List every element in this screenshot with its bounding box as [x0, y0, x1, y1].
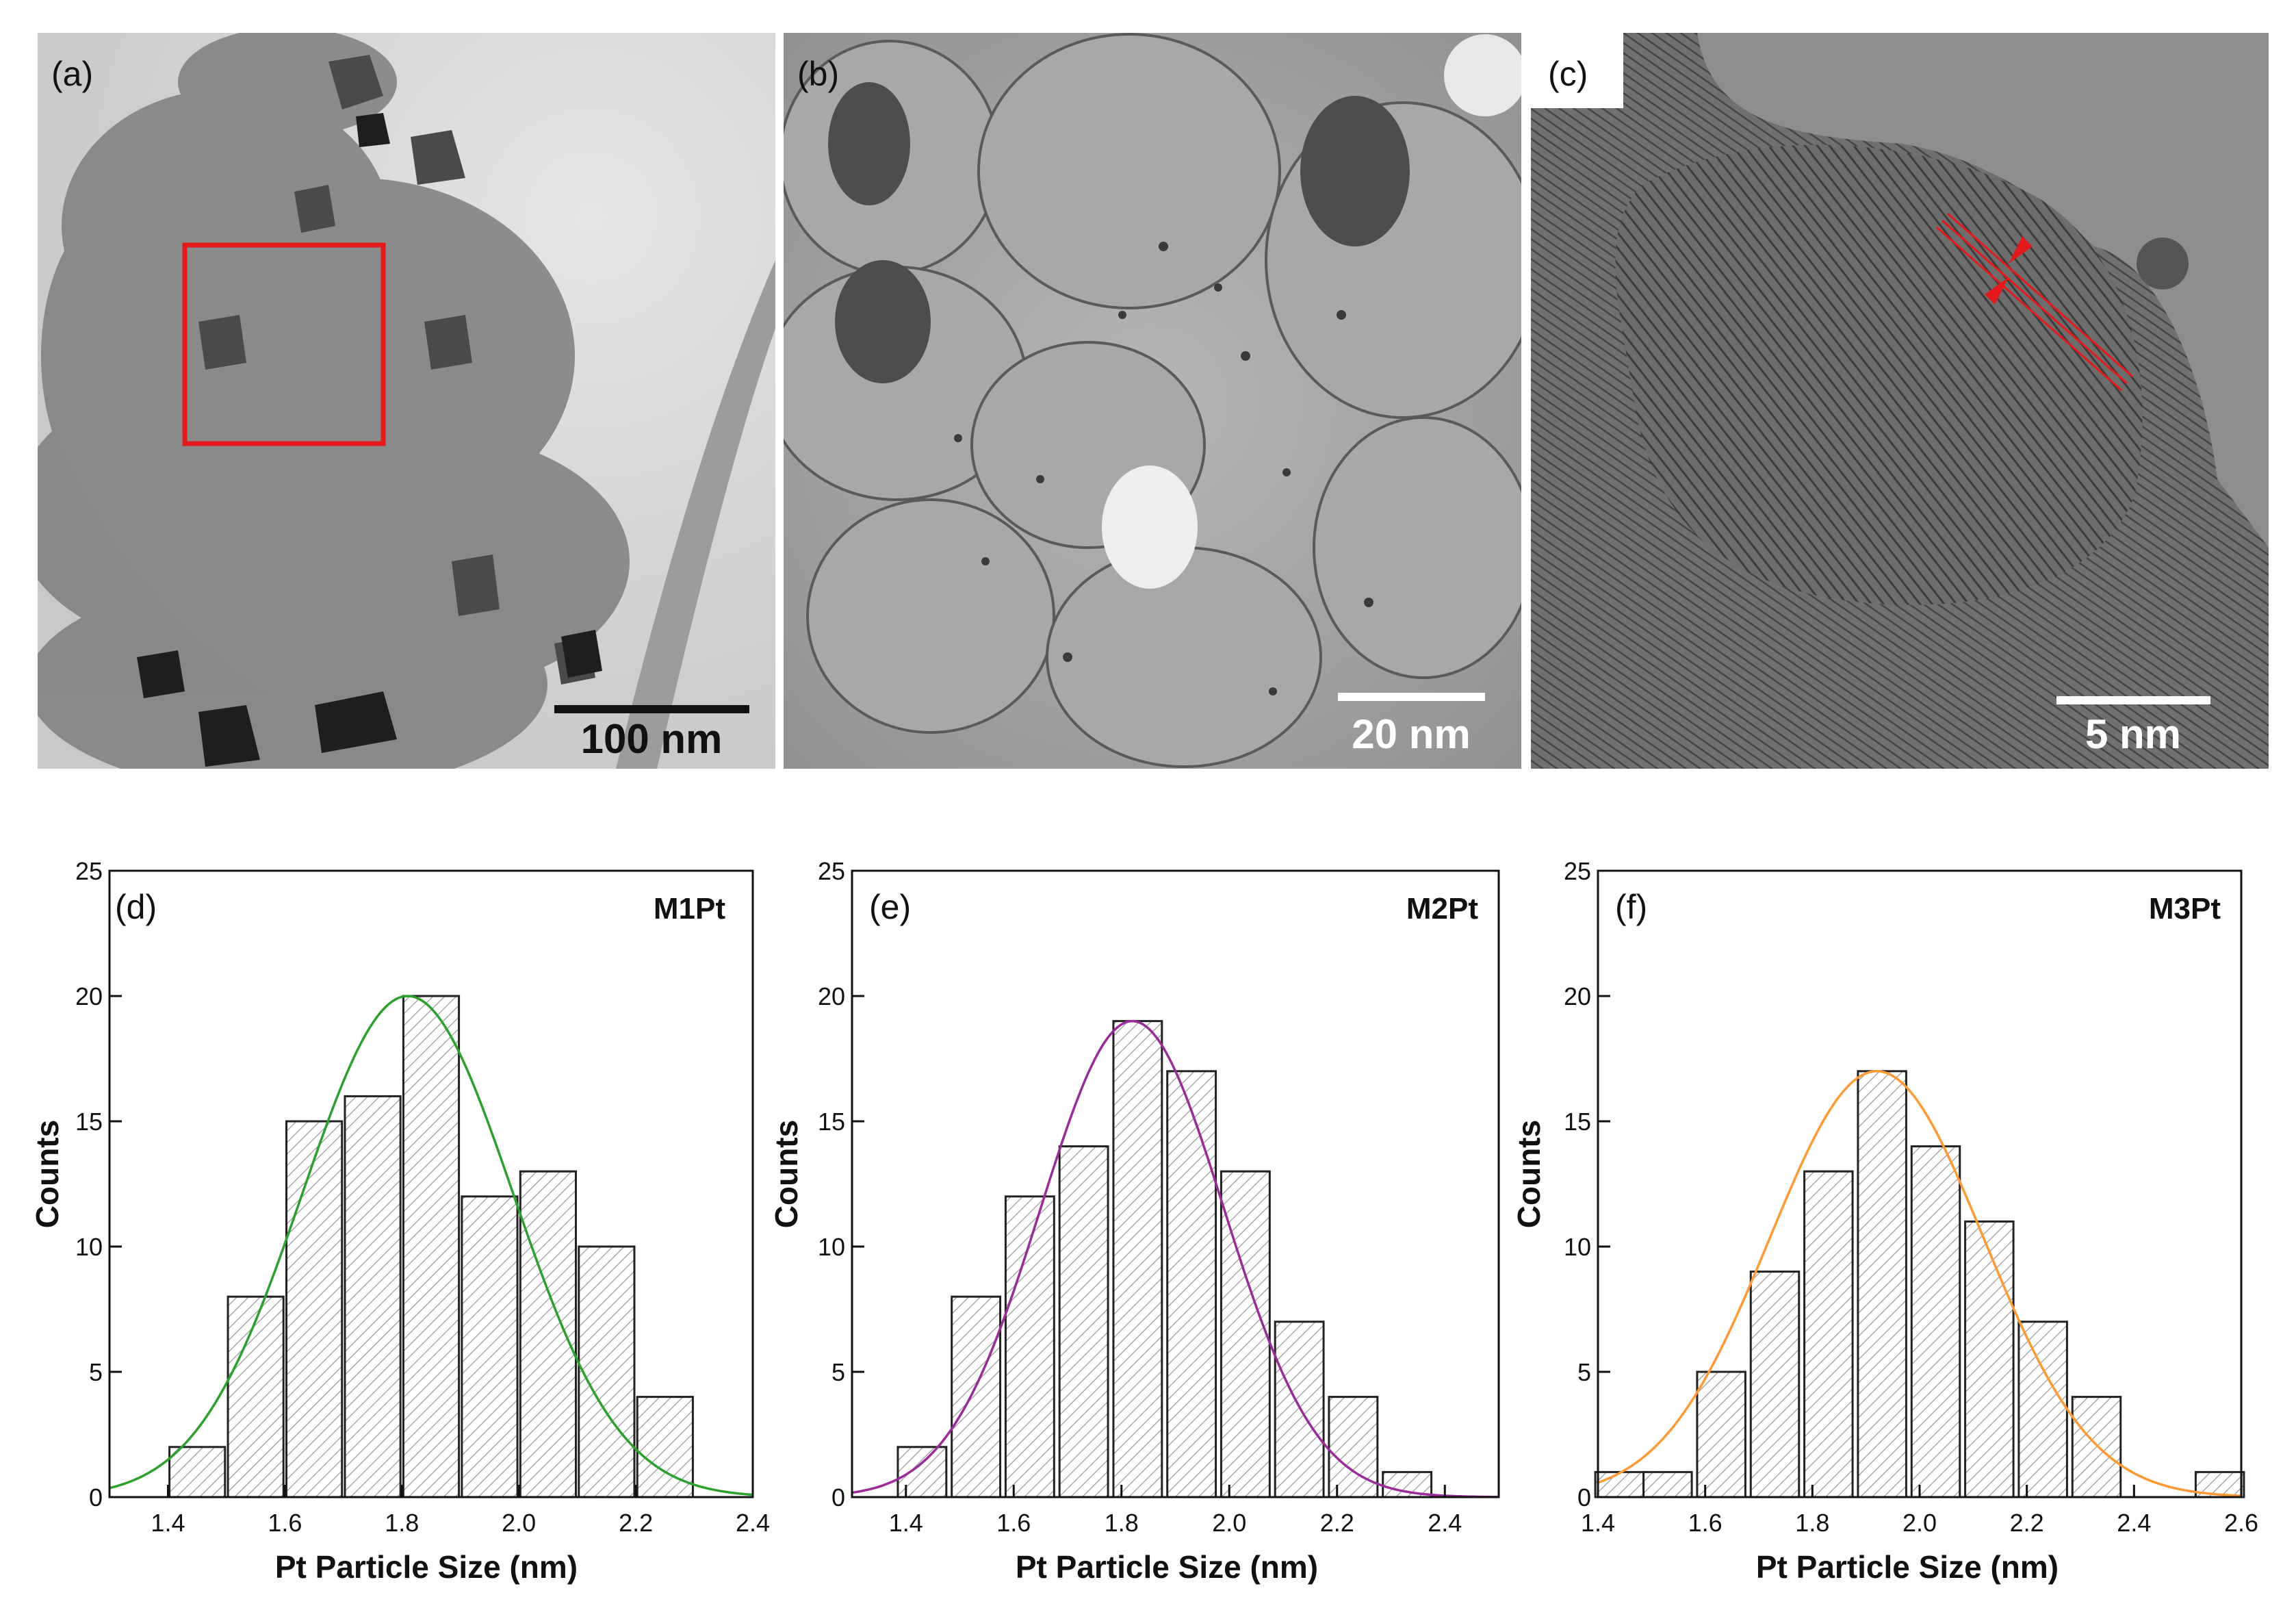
zoom-region-box	[182, 242, 386, 446]
histogram-d: (d) M1Pt Pt Particle Size (nm) Counts 0 5…	[29, 857, 770, 1585]
x-tick-label: 1.4	[151, 1509, 185, 1537]
x-tick-label: 1.6	[268, 1509, 302, 1537]
x-axis-title: Pt Particle Size (nm)	[1756, 1549, 2059, 1585]
x-tick-label: 1.8	[1105, 1509, 1139, 1537]
y-tick-label: 15	[1564, 1108, 1591, 1136]
histogram-bar	[168, 1446, 227, 1498]
tem-image-a	[38, 33, 775, 769]
y-tick-label: 10	[75, 1233, 103, 1261]
x-tick-label: 1.6	[996, 1509, 1031, 1537]
x-tick-label: 2.2	[619, 1509, 653, 1537]
plot-frame	[851, 869, 1500, 1498]
y-axis-title: Counts	[769, 1120, 804, 1228]
y-tick-label: 0	[831, 1483, 845, 1511]
y-axis-title: Counts	[1511, 1120, 1547, 1228]
tem-image-b	[784, 33, 1521, 769]
histogram-f: (f) M3Pt Pt Particle Size (nm) Counts 0 5…	[1511, 857, 2258, 1585]
y-tick-label: 5	[89, 1358, 103, 1386]
histogram-bar	[227, 1295, 285, 1498]
y-tick-label: 0	[89, 1483, 103, 1511]
scale-bar-label-c: 5 nm	[2085, 711, 2181, 757]
x-tick-label: 1.8	[385, 1509, 419, 1537]
y-tick-label: 20	[75, 982, 103, 1010]
histogram-bar	[1594, 1470, 1645, 1498]
histogram-bar	[578, 1245, 636, 1498]
gaussian-fit-curve	[851, 1019, 1499, 1498]
x-tick-label: 2.4	[1428, 1509, 1462, 1537]
hist-panel-label: (d)	[115, 888, 157, 926]
histogram-bar	[519, 1170, 577, 1498]
histogram-bar	[1696, 1370, 1746, 1498]
panel-label-bg-c	[1531, 33, 1623, 108]
x-axis-title: Pt Particle Size (nm)	[275, 1549, 578, 1585]
histogram-e: (e) M2Pt Pt Particle Size (nm) Counts 0 5…	[769, 857, 1500, 1585]
hist-panel-label: (f)	[1615, 888, 1647, 926]
x-tick-label: 2.0	[1902, 1509, 1937, 1537]
x-tick-label: 2.6	[2224, 1509, 2258, 1537]
y-tick-label: 10	[818, 1233, 845, 1261]
x-tick-label: 1.4	[889, 1509, 923, 1537]
sample-label: M1Pt	[654, 892, 725, 926]
x-tick-label: 2.4	[736, 1509, 770, 1537]
histogram-bar	[2017, 1320, 2068, 1498]
histogram-bar	[402, 995, 461, 1498]
gaussian-fit-curve	[109, 995, 753, 1496]
sample-label: M3Pt	[2149, 892, 2221, 926]
histogram-bar	[1058, 1145, 1109, 1498]
x-tick-label: 1.6	[1688, 1509, 1723, 1537]
y-tick-label: 15	[75, 1108, 103, 1136]
scale-bar-label-b: 20 nm	[1352, 711, 1470, 757]
x-tick-label: 2.2	[1320, 1509, 1354, 1537]
plot-frame	[108, 869, 754, 1498]
y-tick-label: 5	[831, 1358, 845, 1386]
histogram-bar	[1749, 1271, 1801, 1498]
y-tick-label: 25	[818, 857, 845, 885]
histogram-bar	[1803, 1170, 1854, 1498]
y-tick-label: 0	[1577, 1483, 1591, 1511]
gaussian-fit-curve	[1597, 1070, 2242, 1497]
y-axis-title: Counts	[29, 1120, 65, 1228]
x-tick-label: 2.0	[1212, 1509, 1246, 1537]
x-tick-label: 1.4	[1581, 1509, 1615, 1537]
y-tick-label: 25	[75, 857, 103, 885]
panel-label-b: (b)	[797, 55, 839, 93]
histogram-bar	[1642, 1470, 1693, 1498]
histogram-bar	[1274, 1320, 1325, 1498]
scale-bar	[554, 705, 749, 713]
y-tick-label: 15	[818, 1108, 845, 1136]
histogram-bar	[285, 1120, 344, 1498]
hist-panel-label: (e)	[869, 888, 911, 926]
y-tick-label: 20	[1564, 982, 1591, 1010]
panel-label-a: (a)	[51, 55, 93, 93]
scale-bar	[1338, 693, 1485, 701]
x-tick-label: 2.2	[2010, 1509, 2044, 1537]
histogram-bar	[1112, 1020, 1163, 1498]
histogram-bar	[344, 1095, 402, 1498]
sample-label: M2Pt	[1406, 892, 1478, 926]
histogram-bar	[1166, 1070, 1217, 1498]
x-tick-label: 2.0	[502, 1509, 536, 1537]
x-axis-title: Pt Particle Size (nm)	[1016, 1549, 1318, 1585]
histogram-bar	[461, 1195, 519, 1498]
scale-bar	[2056, 696, 2210, 704]
panel-label-c: (c)	[1548, 55, 1588, 93]
histogram-bar	[1857, 1070, 1907, 1498]
y-tick-label: 20	[818, 982, 845, 1010]
y-tick-label: 10	[1564, 1233, 1591, 1261]
histogram-bar	[1004, 1195, 1055, 1498]
tem-image-c	[1531, 33, 2269, 769]
y-tick-label: 5	[1577, 1358, 1591, 1386]
x-tick-label: 1.8	[1795, 1509, 1829, 1537]
x-tick-label: 2.4	[2117, 1509, 2151, 1537]
y-tick-label: 25	[1564, 857, 1591, 885]
histogram-bar	[951, 1295, 1002, 1498]
scale-bar-label-a: 100 nm	[581, 716, 723, 762]
histogram-bar	[1910, 1145, 1961, 1498]
histogram-bar	[1964, 1220, 2015, 1498]
histogram-bar	[2071, 1396, 2122, 1498]
